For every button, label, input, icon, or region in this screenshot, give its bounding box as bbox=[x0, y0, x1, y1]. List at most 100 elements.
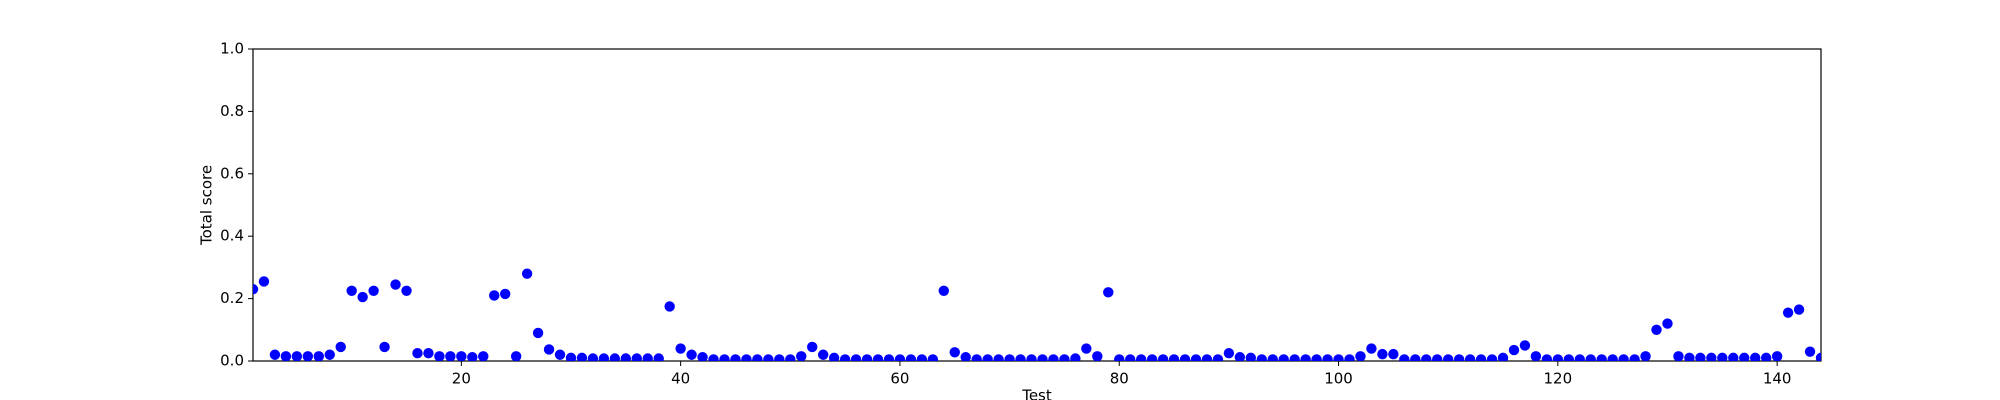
point bbox=[697, 352, 708, 361]
point bbox=[1717, 352, 1728, 361]
point bbox=[532, 327, 544, 339]
point bbox=[1289, 354, 1300, 361]
point bbox=[1640, 351, 1651, 361]
point bbox=[269, 349, 281, 360]
point bbox=[1706, 352, 1717, 361]
point bbox=[1739, 352, 1750, 361]
y-tick-label: 0.2 bbox=[220, 289, 244, 307]
point bbox=[576, 352, 588, 361]
point bbox=[423, 348, 434, 359]
point bbox=[1223, 348, 1235, 359]
point bbox=[280, 351, 292, 361]
point bbox=[1421, 354, 1432, 361]
x-tick-label: 140 bbox=[1763, 370, 1792, 388]
point bbox=[1410, 354, 1421, 361]
point bbox=[642, 353, 653, 361]
point bbox=[1497, 352, 1509, 361]
point bbox=[478, 351, 489, 361]
point bbox=[1388, 348, 1399, 360]
point bbox=[1190, 354, 1202, 361]
x-tick-label: 80 bbox=[1110, 370, 1129, 388]
point bbox=[302, 351, 314, 361]
point bbox=[927, 354, 939, 361]
point bbox=[1311, 354, 1322, 361]
point bbox=[1793, 304, 1805, 315]
point bbox=[1695, 352, 1706, 361]
point bbox=[861, 354, 873, 361]
point bbox=[1322, 354, 1333, 361]
point bbox=[1212, 354, 1224, 361]
point bbox=[1333, 354, 1344, 361]
point bbox=[1048, 354, 1059, 361]
point bbox=[664, 301, 675, 312]
point bbox=[1300, 354, 1311, 361]
point bbox=[1278, 354, 1289, 361]
point bbox=[1771, 351, 1783, 361]
point bbox=[598, 353, 610, 361]
point bbox=[1201, 354, 1213, 361]
x-tick-label: 60 bbox=[890, 370, 909, 388]
point bbox=[982, 354, 993, 361]
y-tick-label: 0.0 bbox=[220, 352, 244, 370]
point bbox=[785, 354, 796, 361]
y-tick-label: 0.8 bbox=[220, 102, 244, 120]
point bbox=[1399, 354, 1410, 361]
point bbox=[587, 353, 599, 361]
point bbox=[1377, 348, 1388, 360]
point bbox=[894, 354, 906, 361]
point bbox=[1684, 352, 1695, 361]
point bbox=[631, 353, 642, 361]
point bbox=[401, 285, 412, 296]
point bbox=[708, 354, 719, 361]
x-tick-label: 40 bbox=[671, 370, 690, 388]
point bbox=[335, 341, 346, 353]
point bbox=[565, 352, 577, 361]
point bbox=[1103, 287, 1114, 298]
point bbox=[258, 276, 270, 287]
points bbox=[253, 268, 1821, 361]
point bbox=[686, 349, 697, 360]
point bbox=[741, 354, 752, 361]
y-axis-label: Total score bbox=[198, 165, 216, 246]
point bbox=[313, 351, 324, 361]
point bbox=[1355, 351, 1366, 361]
point bbox=[817, 349, 829, 360]
point bbox=[1442, 354, 1454, 361]
point bbox=[1432, 354, 1443, 361]
point bbox=[1037, 354, 1048, 361]
point bbox=[1114, 354, 1125, 361]
point bbox=[807, 341, 818, 353]
point bbox=[489, 290, 500, 301]
point bbox=[1563, 354, 1575, 361]
y-tick-label: 1.0 bbox=[220, 40, 244, 58]
point bbox=[1596, 354, 1607, 361]
point bbox=[412, 348, 423, 359]
point bbox=[752, 354, 763, 361]
point bbox=[1804, 346, 1816, 357]
point bbox=[434, 351, 445, 361]
point bbox=[1728, 352, 1739, 361]
point bbox=[839, 354, 851, 361]
point bbox=[1256, 354, 1267, 361]
point bbox=[1475, 354, 1487, 361]
point bbox=[1026, 354, 1037, 361]
point bbox=[499, 288, 511, 300]
point bbox=[1508, 344, 1520, 356]
point bbox=[872, 354, 884, 361]
x-axis-label: Test bbox=[1021, 387, 1052, 400]
x-tick-label: 120 bbox=[1544, 370, 1573, 388]
point bbox=[1179, 354, 1191, 361]
point bbox=[1070, 353, 1081, 361]
point bbox=[1168, 354, 1180, 361]
point bbox=[960, 352, 971, 361]
y-tick-label: 0.6 bbox=[220, 164, 244, 182]
point bbox=[1464, 354, 1476, 361]
point bbox=[1574, 354, 1585, 361]
point bbox=[253, 284, 259, 295]
point bbox=[719, 354, 730, 361]
point bbox=[1618, 354, 1629, 361]
point bbox=[1585, 354, 1596, 361]
point bbox=[554, 349, 566, 360]
point bbox=[1760, 352, 1772, 361]
